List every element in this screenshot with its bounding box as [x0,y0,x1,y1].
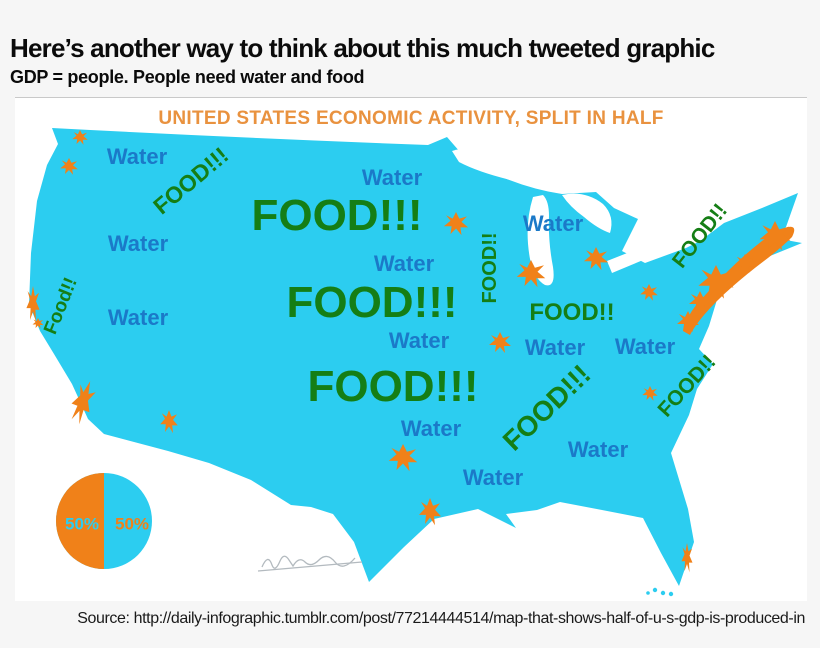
water-label: Water [361,165,423,190]
source-citation: Source: http://daily-infographic.tumblr.… [77,610,805,627]
water-label: Water [522,211,584,236]
water-label: Water [462,465,524,490]
food-label: FOOD!!! [307,362,479,411]
pie-label-left: 50% [64,514,100,534]
lake-huron [562,193,612,233]
food-label: FOOD!!! [286,278,458,327]
water-label: Water [400,416,462,441]
food-label: FOOD!! [479,232,501,304]
page-title: Here’s another way to think about this m… [10,33,715,63]
food-label: FOOD!!! [251,191,423,240]
us-map-silhouette [29,128,802,586]
lake-ontario [664,228,703,245]
water-label: Water [614,334,676,359]
food-label: FOOD!! [529,299,615,326]
lake-superior [452,148,576,192]
water-label: Water [373,251,435,276]
economic-activity-patches [26,130,795,573]
water-label: Water [107,305,169,330]
lake-erie [607,243,660,273]
pie-left-half-orange [56,473,104,569]
water-label: Water [388,328,450,353]
great-lakes [452,148,703,286]
water-label: Water [106,144,168,169]
page-subtitle: GDP = people. People need water and food [10,67,365,87]
pie-chart [56,473,152,569]
signature-scribble [257,555,363,572]
us-map-graphic [26,128,802,597]
map-title: UNITED STATES ECONOMIC ACTIVITY, SPLIT I… [158,108,664,129]
infographic-map-panel [15,97,807,601]
northeast-corridor-patch [683,226,795,335]
water-label: Water [107,231,169,256]
water-label: Water [524,335,586,360]
pie-label-right: 50% [114,514,150,534]
lake-michigan [527,195,554,286]
water-label: Water [567,437,629,462]
florida-keys [646,587,674,597]
